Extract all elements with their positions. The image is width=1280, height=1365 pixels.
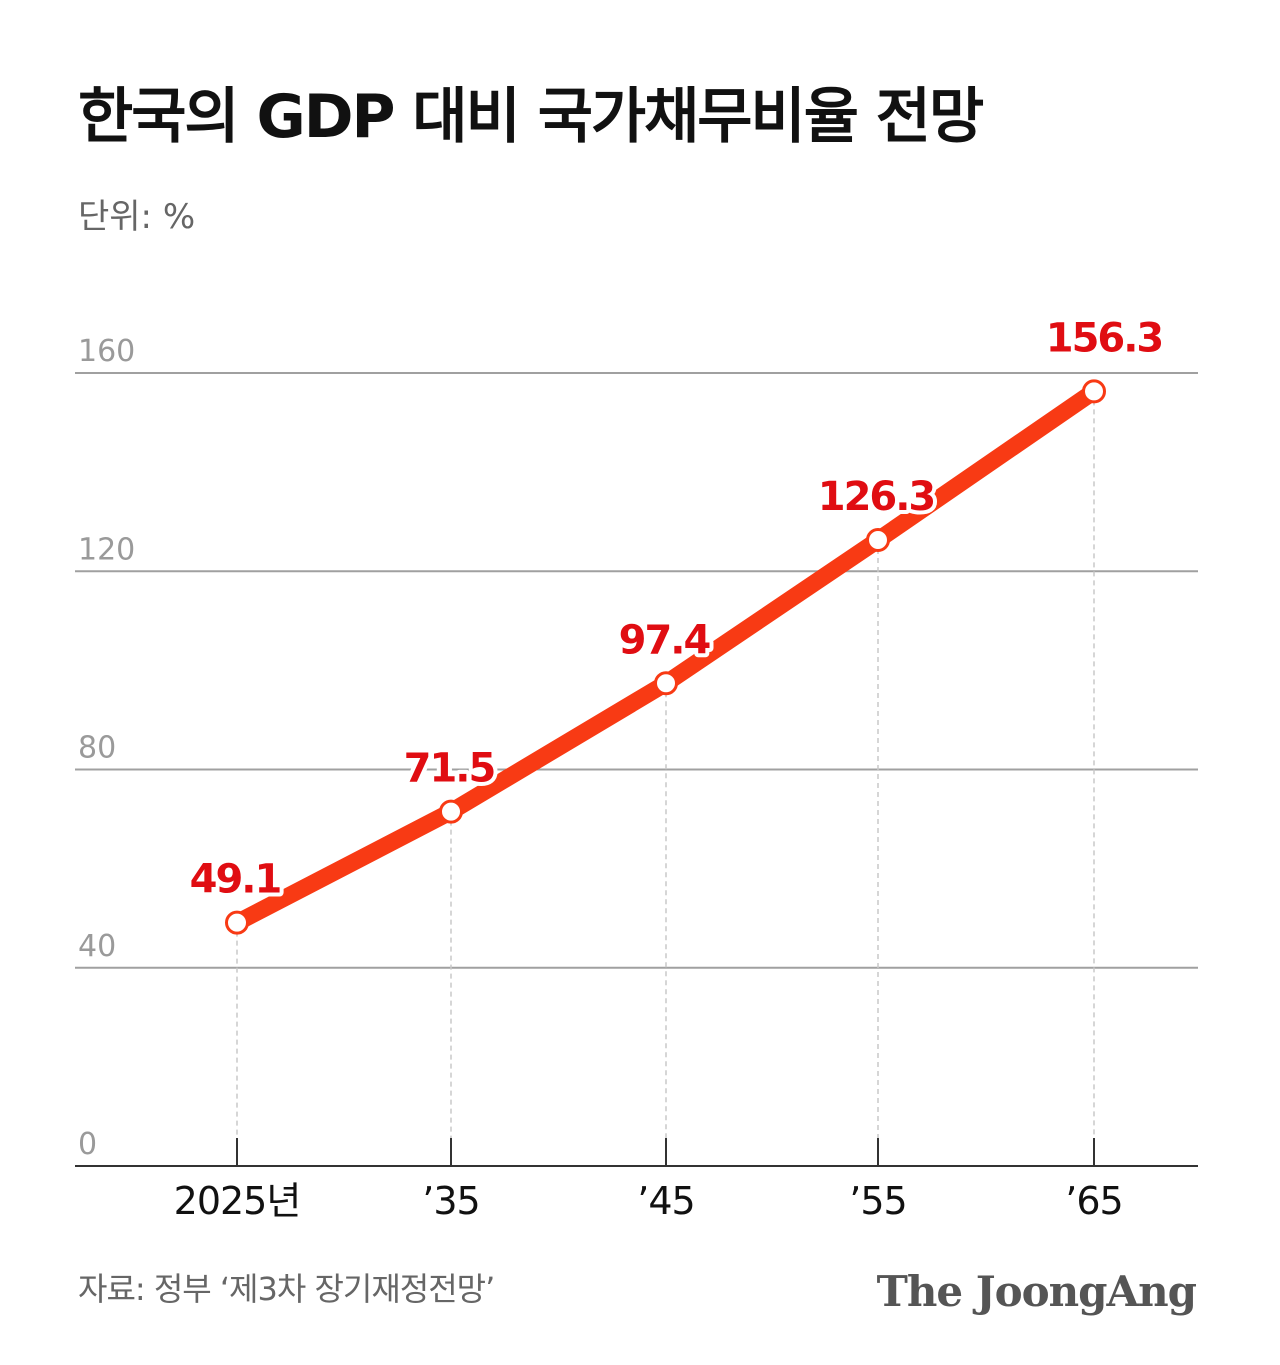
unit-label: 단위: % — [78, 197, 195, 237]
y-tick-label: 40 — [78, 929, 116, 964]
y-tick-label: 80 — [78, 731, 116, 766]
y-tick-label: 120 — [78, 532, 135, 567]
x-tick-label: ’35 — [422, 1179, 479, 1223]
value-label: 126.3 — [818, 474, 935, 520]
x-tick-label: ’55 — [849, 1179, 906, 1223]
value-label: 156.3 — [1046, 315, 1163, 361]
data-point — [439, 799, 463, 824]
chart-title: 한국의 GDP 대비 국가채무비율 전망 — [78, 82, 984, 152]
value-label: 97.4 — [619, 617, 710, 663]
credit-logo: The JoongAng — [877, 1267, 1197, 1316]
value-label: 49.1 — [190, 857, 281, 903]
data-point — [866, 528, 890, 553]
data-point — [654, 671, 678, 696]
data-point — [225, 910, 249, 935]
y-tick-label: 0 — [78, 1127, 97, 1162]
x-tick-label: ’45 — [637, 1179, 694, 1223]
x-tick-label: ’65 — [1065, 1179, 1122, 1223]
x-tick-label: 2025년 — [174, 1179, 301, 1223]
y-tick-label: 160 — [78, 334, 135, 369]
source: 자료: 정부 ‘제3차 장기재정전망’ — [78, 1270, 494, 1308]
data-point — [1082, 379, 1106, 404]
value-label: 71.5 — [404, 746, 495, 792]
